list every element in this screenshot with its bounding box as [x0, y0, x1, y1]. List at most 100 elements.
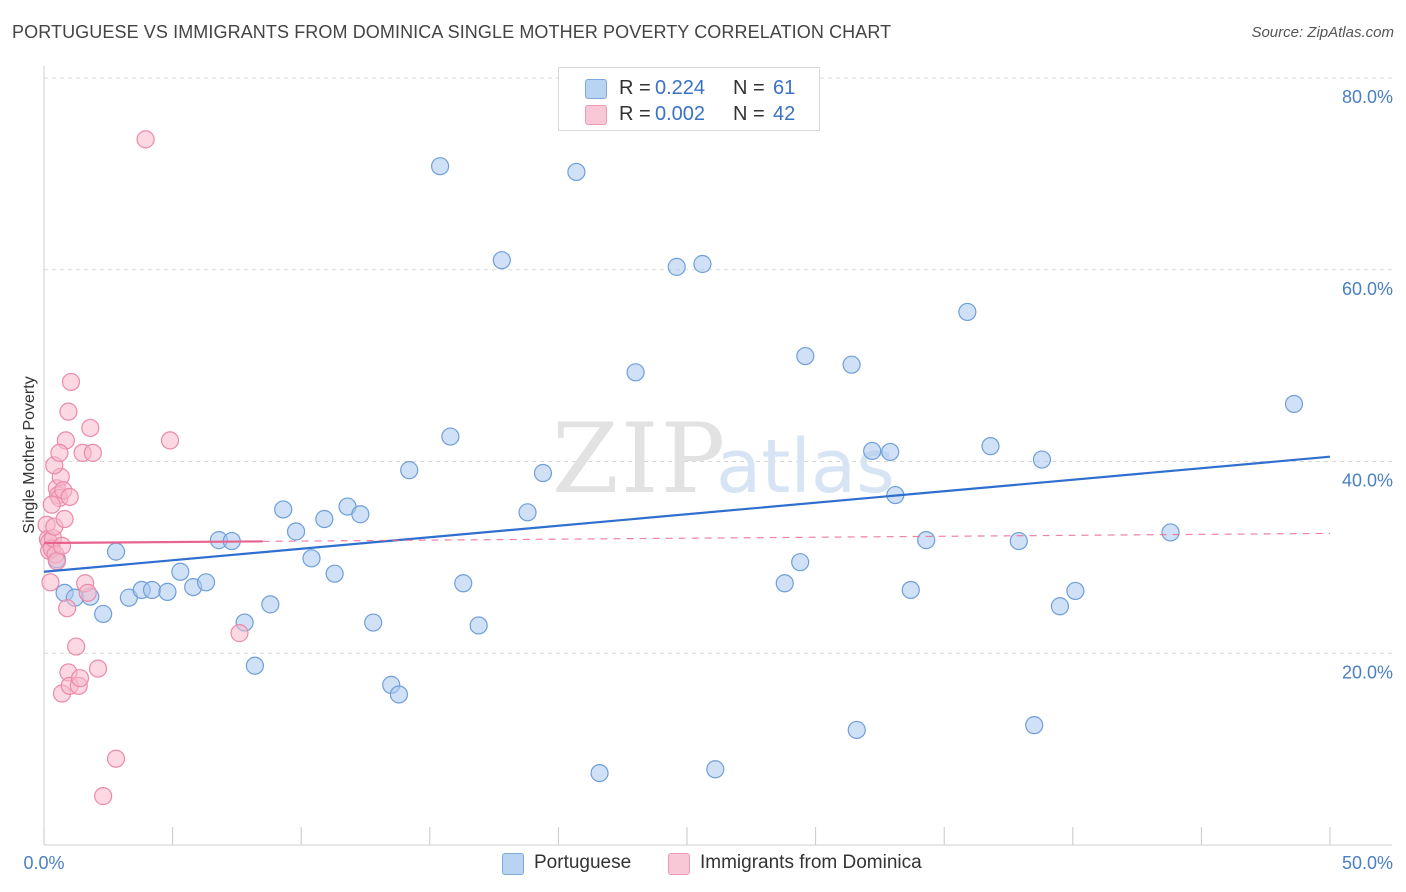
portuguese-point — [1284, 394, 1304, 414]
dominica-point — [55, 509, 74, 529]
bottom-legend-swatch-blue — [502, 853, 524, 875]
dominica-point — [50, 443, 69, 462]
dominica-point — [78, 583, 97, 602]
portuguese-point — [274, 500, 293, 519]
legend-swatch-pink — [585, 105, 607, 125]
watermark-atlas: atlas — [716, 424, 895, 510]
portuguese-trend-line — [43, 455, 1331, 573]
dominica-point — [58, 599, 77, 618]
portuguese-point — [106, 542, 126, 561]
dominica-point — [81, 418, 100, 438]
portuguese-point — [158, 582, 177, 601]
legend-n-label: N = — [733, 77, 765, 99]
tick-labels: 20.0% 40.0% 60.0% 80.0% 0.0% 50.0% — [23, 87, 1393, 873]
watermark-zip: ZIP — [552, 403, 727, 515]
portuguese-point — [196, 573, 216, 592]
dominica-point — [136, 130, 155, 149]
dominica-point — [41, 573, 60, 592]
portuguese-point — [881, 442, 900, 462]
bottom-legend-label: Portuguese — [534, 852, 632, 873]
portuguese-point — [1161, 523, 1180, 542]
portuguese-point — [142, 580, 162, 600]
chart-title: PORTUGUESE VS IMMIGRANTS FROM DOMINICA S… — [12, 22, 892, 42]
portuguese-point — [315, 509, 334, 529]
legend-n-value: 61 — [773, 77, 796, 99]
portuguese-point — [469, 616, 488, 635]
dominica-point — [88, 659, 108, 678]
portuguese-point — [917, 531, 936, 550]
legend-n-label: N = — [733, 103, 765, 125]
dominica-trend-line-dashed — [262, 532, 1331, 542]
portuguese-point — [1025, 716, 1044, 735]
y-tick-label: 20.0% — [1342, 662, 1393, 682]
axes — [43, 66, 1392, 846]
gridlines — [44, 77, 1392, 654]
legend-r-label: R = — [619, 77, 651, 99]
portuguese-point — [286, 522, 306, 541]
x-tick-label: 0.0% — [23, 853, 64, 873]
portuguese-point — [94, 604, 113, 624]
portuguese-point — [567, 162, 586, 182]
dominica-point — [94, 787, 113, 806]
portuguese-point — [400, 461, 419, 480]
legend-swatch-blue — [585, 79, 607, 99]
portuguese-point — [389, 685, 409, 704]
portuguese-point — [590, 763, 609, 783]
portuguese-point — [775, 574, 794, 593]
portuguese-point — [1066, 581, 1085, 601]
dominica-point — [59, 402, 78, 421]
portuguese-point — [245, 656, 265, 675]
stats-legend: R = 0.224 N = 61 R = 0.002 N = 42 — [558, 67, 820, 131]
portuguese-point — [847, 720, 866, 740]
legend-r-label: R = — [619, 103, 651, 125]
dominica-point — [70, 669, 90, 688]
bottom-legend-label: Immigrants from Dominica — [700, 852, 922, 873]
portuguese-point — [706, 760, 725, 779]
portuguese-point — [796, 346, 815, 366]
y-tick-label: 80.0% — [1342, 87, 1393, 107]
data-points — [37, 130, 1304, 806]
dominica-point — [60, 487, 79, 507]
dominica-point — [83, 443, 102, 462]
dominica-point — [160, 431, 180, 450]
dominica-point — [230, 624, 249, 643]
portuguese-point — [302, 549, 321, 568]
portuguese-point — [325, 564, 344, 583]
bottom-legend-swatch-pink — [668, 853, 690, 875]
watermark: ZIP atlas — [552, 403, 895, 515]
portuguese-point — [693, 254, 712, 274]
portuguese-point — [518, 503, 537, 522]
portuguese-point — [533, 463, 553, 483]
portuguese-point — [863, 441, 882, 461]
y-tick-label: 60.0% — [1342, 279, 1393, 299]
portuguese-point — [454, 574, 473, 593]
chart-source: Source: ZipAtlas.com — [1251, 24, 1394, 41]
portuguese-point — [441, 427, 460, 446]
portuguese-point — [626, 363, 645, 382]
portuguese-point — [667, 257, 686, 276]
portuguese-point — [791, 553, 810, 572]
portuguese-point — [364, 613, 383, 632]
portuguese-point — [351, 505, 370, 524]
dominica-point — [61, 372, 81, 392]
portuguese-point — [981, 437, 1000, 456]
dominica-point — [47, 552, 66, 571]
trend-lines — [43, 455, 1331, 573]
portuguese-point — [1032, 450, 1052, 469]
portuguese-point — [1050, 597, 1070, 616]
portuguese-point — [492, 251, 511, 270]
portuguese-point — [842, 355, 861, 374]
legend-n-value: 42 — [773, 103, 796, 125]
dominica-trend-line-solid — [43, 540, 263, 545]
portuguese-point — [430, 157, 450, 176]
dominica-point — [67, 637, 86, 656]
portuguese-point — [901, 580, 920, 600]
portuguese-point — [171, 562, 190, 581]
portuguese-point — [958, 302, 977, 322]
x-tick-label: 50.0% — [1342, 853, 1393, 873]
y-axis-label: Single Mother Poverty — [21, 376, 38, 533]
portuguese-point — [261, 595, 280, 614]
y-tick-label: 40.0% — [1342, 471, 1393, 491]
legend-r-value: 0.224 — [655, 77, 706, 99]
